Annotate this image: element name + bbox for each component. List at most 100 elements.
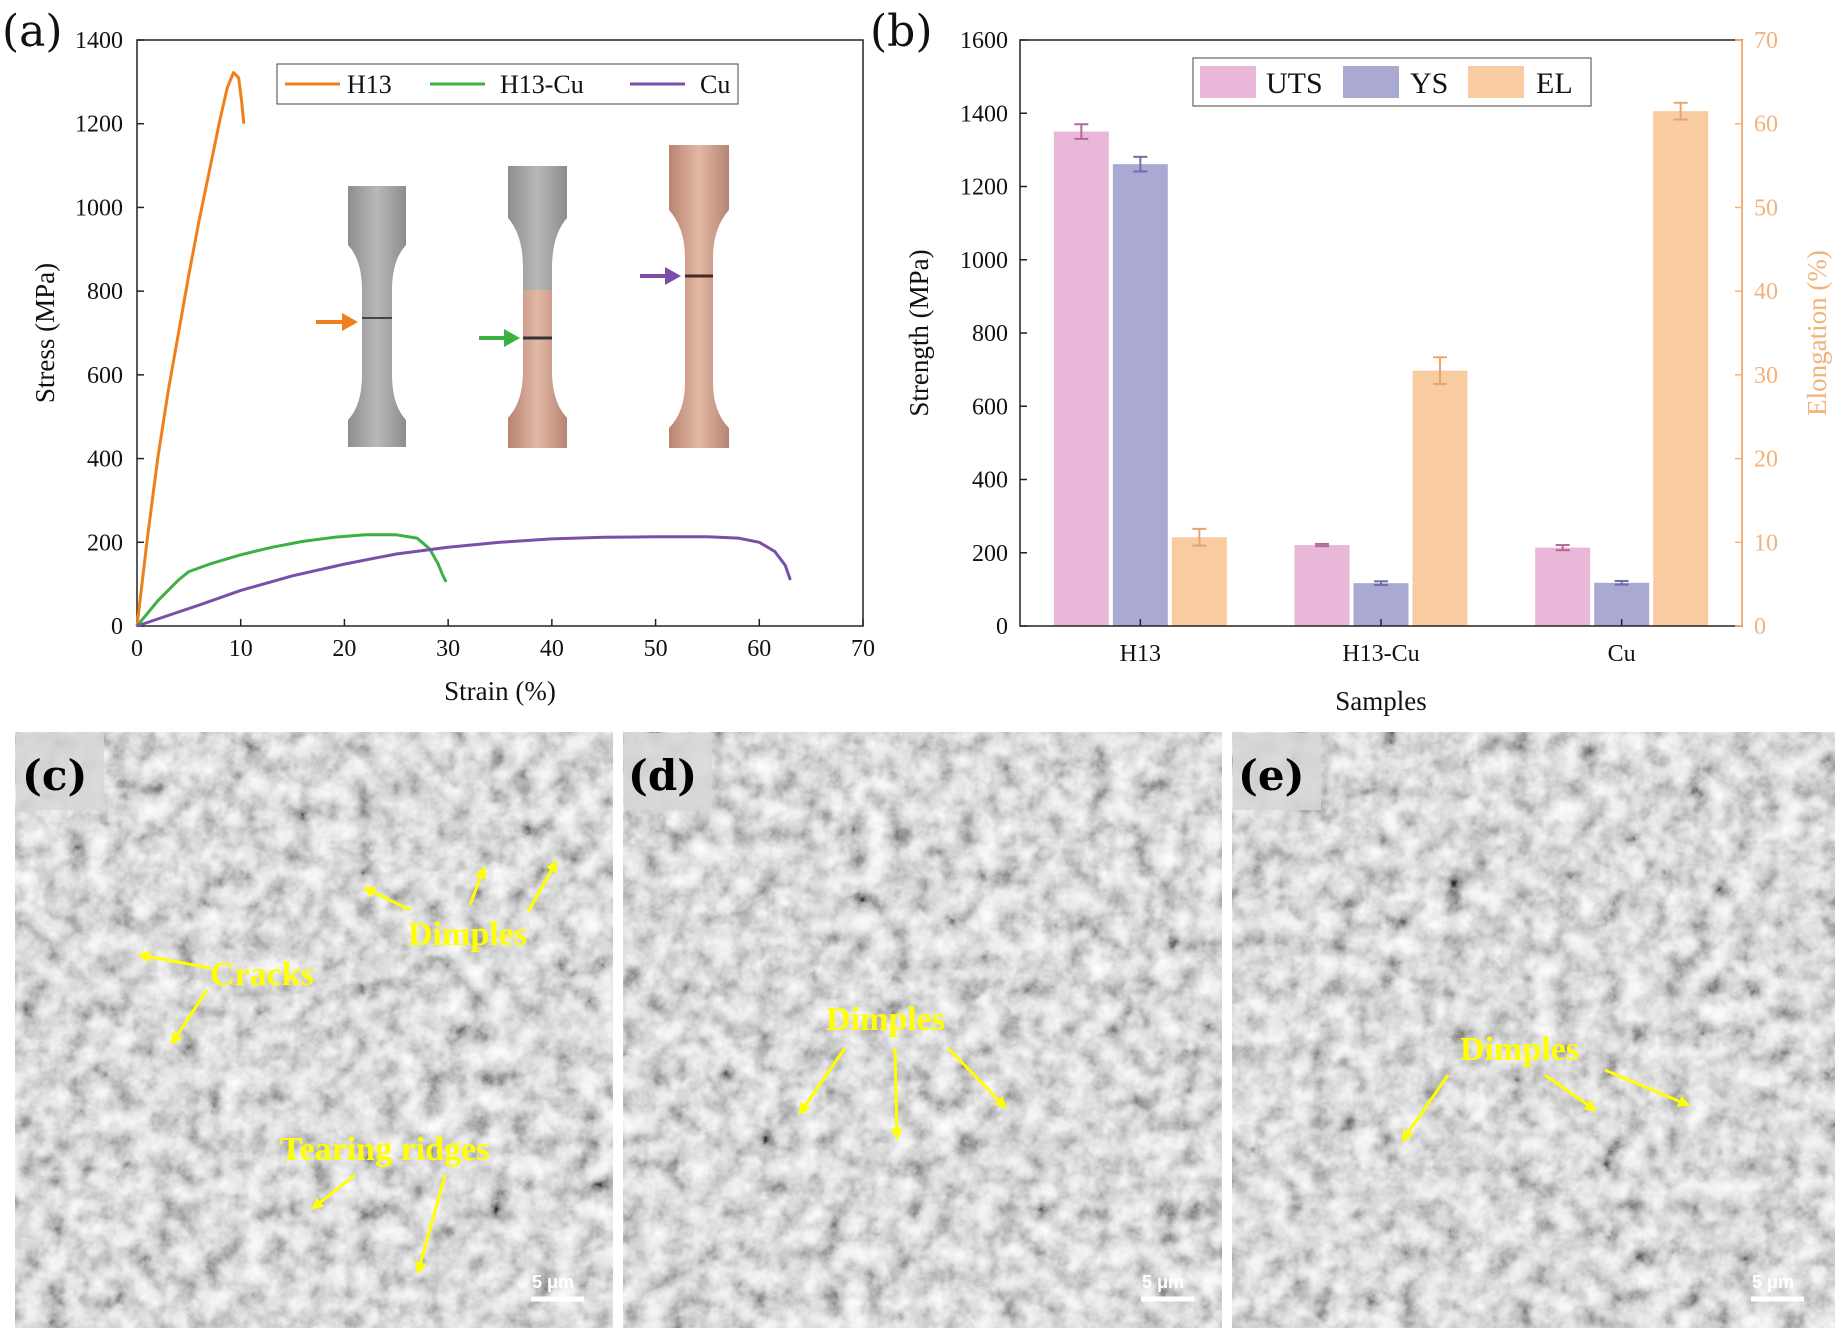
bar-ys-h13 <box>1112 164 1168 626</box>
fracture-arrow-cu <box>640 267 681 285</box>
y-tick-label: 1400 <box>75 28 123 54</box>
panel-b-bars <box>1053 101 1709 626</box>
y2-tick-label: 0 <box>1754 614 1766 640</box>
panel-b-y-axis-title: Strength (MPa) <box>904 249 934 416</box>
x-tick-label: 0 <box>131 636 143 662</box>
panel-a-y-ticks: 0 200 400 600 800 1000 1200 1400 <box>75 28 144 640</box>
y-tick-label: 0 <box>996 614 1008 640</box>
y-tick-label: 1200 <box>960 175 1008 201</box>
legend-label-uts: UTS <box>1266 67 1323 100</box>
error-bar-uts-cu <box>1555 544 1570 552</box>
specimen-h13-cu-photo <box>508 166 567 448</box>
x-tick-label: 60 <box>747 636 771 662</box>
panel-b-legend: UTS YS EL <box>1192 57 1592 107</box>
y-tick-label: 1400 <box>960 101 1008 127</box>
panel-a-legend: H13 H13-Cu Cu <box>276 63 739 105</box>
panel-b-x-axis-title: Samples <box>1335 686 1427 716</box>
x-tick-label: 10 <box>229 636 253 662</box>
series-line-cu <box>136 535 792 628</box>
specimen-photos-inset <box>316 145 729 448</box>
legend-swatch-uts <box>1200 66 1256 98</box>
error-bar-ys-cu <box>1614 579 1629 586</box>
y-tick-label: 200 <box>87 530 123 556</box>
specimen-cu-photo <box>669 145 729 448</box>
y-tick-label: 400 <box>87 447 123 473</box>
panel-b-left-y-ticks: 0 200 400 600 800 1000 1200 1400 1600 <box>960 28 1027 640</box>
x-tick-label: 50 <box>644 636 668 662</box>
sem-image-e <box>1232 732 1835 1328</box>
y-tick-label: 800 <box>972 321 1008 347</box>
y2-tick-label: 40 <box>1754 279 1778 305</box>
sem-c-scale-text: 5 μm <box>532 1272 574 1292</box>
sem-image-d <box>623 732 1222 1328</box>
y2-tick-label: 50 <box>1754 195 1778 221</box>
arrows-e <box>1401 1068 1691 1142</box>
panel-b-y2-axis-title: Elongation (%) <box>1802 250 1832 416</box>
error-bar-ys-h13 <box>1133 155 1148 173</box>
y-tick-label: 1000 <box>960 248 1008 274</box>
sem-d-letter: (d) <box>628 751 697 800</box>
sem-panel-c: (c) Dimples Cracks Tearing ridges 5 μm <box>15 732 613 1328</box>
panel-b-right-y-ticks: 0 10 20 30 40 50 60 70 <box>1735 28 1778 640</box>
bar-ys-h13-cu <box>1353 583 1409 626</box>
panel-b-category-ticks: H13 H13-Cu Cu <box>1120 619 1636 667</box>
legend-label-ys: YS <box>1410 67 1448 100</box>
panel-a-stress-strain-chart: (a) 0 200 400 600 800 1000 1200 1400 0 10 20 30 40 5… <box>2 6 875 706</box>
legend-swatch-el <box>1468 66 1524 98</box>
y-tick-label: 200 <box>972 541 1008 567</box>
x-tick-label: 70 <box>851 636 875 662</box>
y2-tick-label: 20 <box>1754 447 1778 473</box>
y-tick-label: 0 <box>111 614 123 640</box>
y-tick-label: 400 <box>972 468 1008 494</box>
sem-image-c <box>15 732 613 1328</box>
category-label-h13: H13 <box>1120 641 1161 667</box>
fracture-arrow-h13-cu <box>479 329 520 347</box>
panel-b-letter: (b) <box>870 6 933 57</box>
error-bar-el-cu <box>1673 101 1688 121</box>
x-tick-label: 20 <box>332 636 356 662</box>
error-bar-uts-h13 <box>1074 123 1089 140</box>
sem-panel-d: (d) Dimples 5 μm <box>623 732 1222 1328</box>
arrows-c <box>137 859 558 1275</box>
y2-tick-label: 10 <box>1754 530 1778 556</box>
legend-label-h13: H13 <box>347 70 392 99</box>
sem-e-letter: (e) <box>1238 751 1304 800</box>
y-tick-label: 600 <box>87 363 123 389</box>
arrows-d <box>798 1046 1007 1141</box>
category-label-h13-cu: H13-Cu <box>1342 641 1419 667</box>
panel-a-letter: (a) <box>2 6 63 57</box>
bar-el-cu <box>1653 111 1709 626</box>
y2-tick-label: 70 <box>1754 28 1778 54</box>
bar-ys-cu <box>1594 582 1650 626</box>
error-bar-el-h13-cu <box>1433 356 1447 386</box>
series-line-h13 <box>135 71 246 627</box>
bar-el-h13-cu <box>1412 370 1468 626</box>
panel-b-strength-bar-chart: (b) 0 200 400 600 800 1000 1200 1400 1600 0 10 20 3… <box>870 6 1832 716</box>
sem-c-letter: (c) <box>22 751 87 800</box>
sem-d-scale-text: 5 μm <box>1142 1272 1184 1292</box>
y2-tick-label: 60 <box>1754 112 1778 138</box>
bar-uts-cu <box>1535 547 1591 626</box>
sem-c-label-tearing-ridges: Tearing ridges <box>280 1131 489 1168</box>
legend-label-el: EL <box>1536 67 1573 100</box>
category-label-cu: Cu <box>1608 641 1636 667</box>
panel-a-series-lines <box>135 71 792 628</box>
y-tick-label: 1600 <box>960 28 1008 54</box>
error-bar-uts-h13-cu <box>1315 542 1329 548</box>
panel-a-y-axis-title: Stress (MPa) <box>30 263 60 403</box>
y-tick-label: 1200 <box>75 112 123 138</box>
error-bar-el-h13 <box>1192 527 1207 547</box>
panel-a-x-ticks: 0 10 20 30 40 50 60 70 <box>131 619 875 662</box>
legend-label-cu: Cu <box>700 70 730 99</box>
specimen-h13-photo <box>348 186 406 447</box>
bar-uts-h13-cu <box>1294 545 1350 626</box>
x-tick-label: 30 <box>436 636 460 662</box>
fracture-arrow-h13 <box>316 313 358 331</box>
x-tick-label: 40 <box>540 636 564 662</box>
sem-d-label-dimples: Dimples <box>826 1001 945 1038</box>
y-tick-label: 800 <box>87 279 123 305</box>
error-bar-ys-h13-cu <box>1374 580 1388 586</box>
series-line-h13-cu <box>135 533 448 627</box>
sem-c-label-dimples: Dimples <box>408 916 527 953</box>
